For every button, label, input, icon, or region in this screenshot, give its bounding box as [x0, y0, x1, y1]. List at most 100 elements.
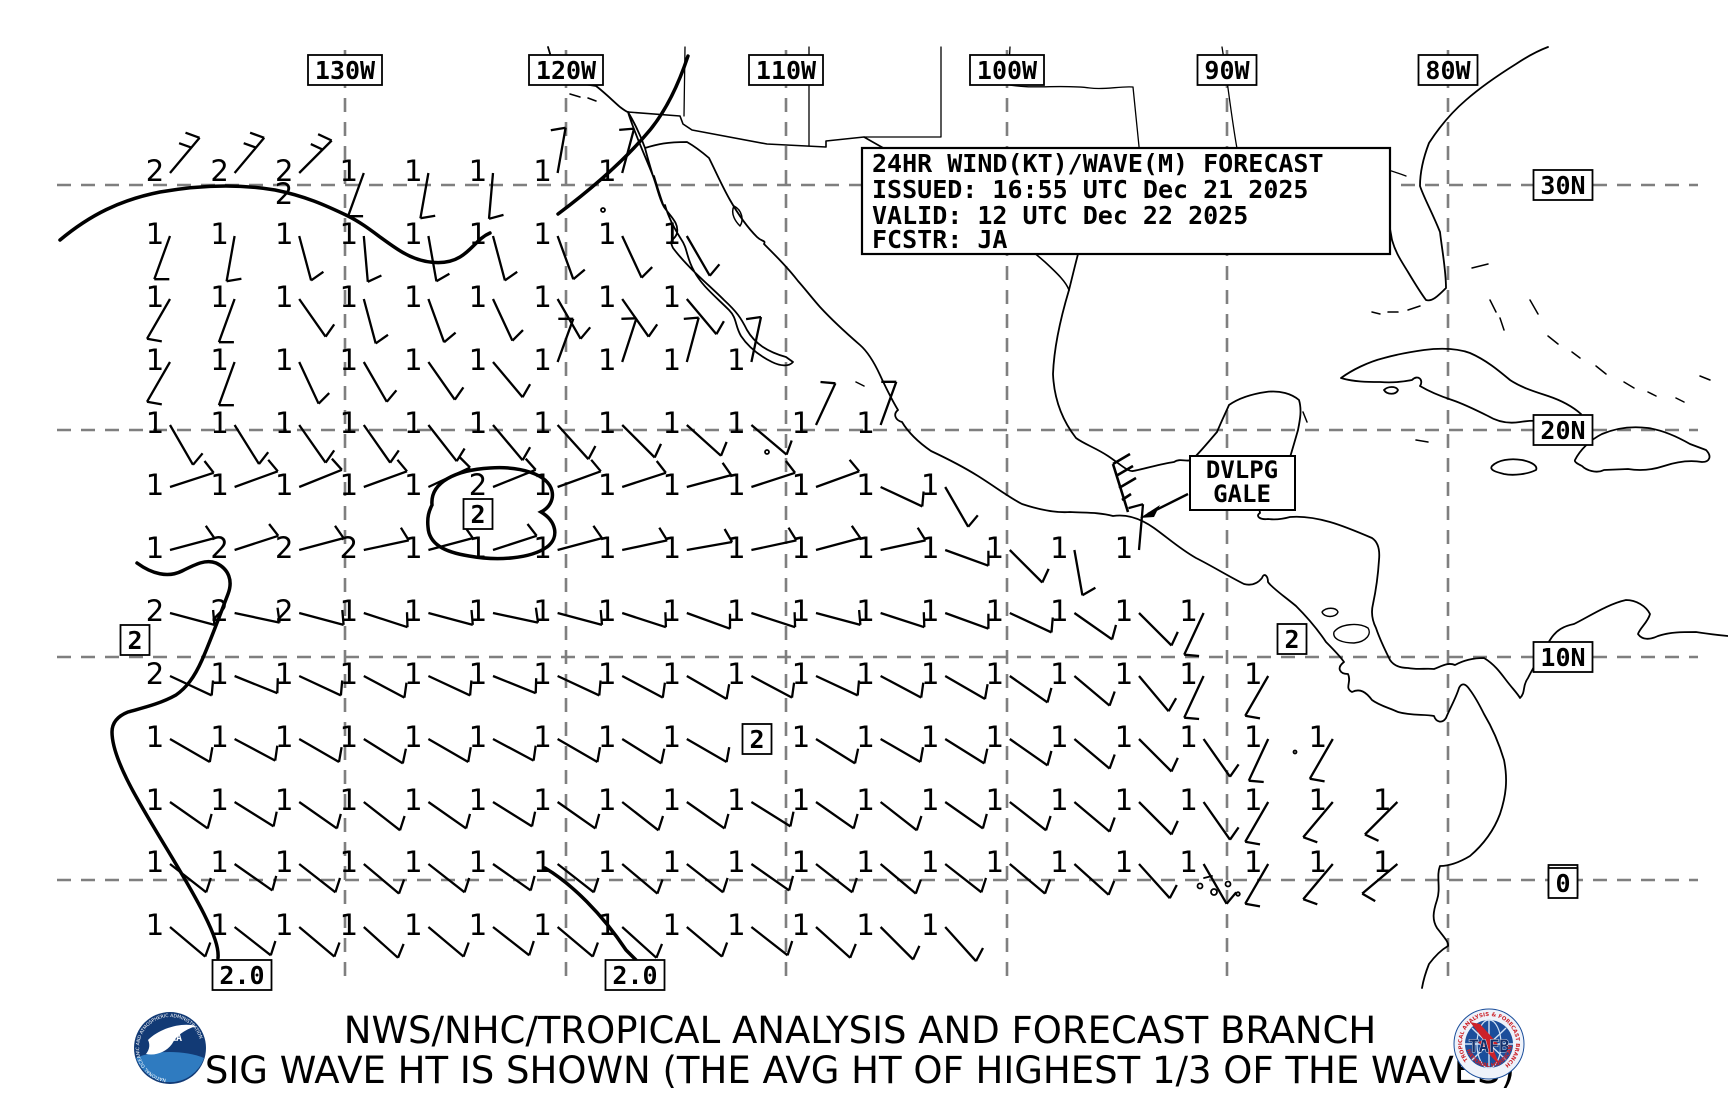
- station: 1: [921, 720, 989, 765]
- station: 1: [404, 657, 473, 697]
- wind-barb-icon: [1128, 503, 1145, 551]
- station: 1: [404, 845, 471, 894]
- wave-height-value: 1: [404, 594, 422, 628]
- station: 1: [210, 908, 277, 957]
- hispaniola: [1573, 426, 1711, 473]
- wind-barb-icon: [169, 609, 216, 627]
- wave-height-value: 1: [792, 657, 810, 691]
- station: 1: [404, 783, 472, 830]
- wind-barb-icon: [815, 609, 862, 627]
- station: 1: [404, 280, 457, 344]
- station: 1: [469, 594, 540, 628]
- wave-height-value: 1: [404, 154, 422, 188]
- wave-height-value: 1: [856, 594, 874, 628]
- wind-barb-icon: [750, 801, 795, 828]
- wind-barb-icon: [686, 863, 729, 894]
- station: 1: [921, 657, 989, 700]
- station: 1: [598, 527, 669, 565]
- wave-height-value: 1: [727, 343, 745, 377]
- wind-barb-icon: [169, 131, 201, 174]
- galapagos-islands: [1196, 875, 1241, 897]
- wind-barb-icon: [427, 424, 466, 462]
- wind-barb-icon: [363, 674, 408, 699]
- wave-height-value: 1: [856, 845, 874, 879]
- wave-height-value: 1: [1115, 657, 1133, 691]
- wind-barb-icon: [492, 801, 537, 828]
- contour-2m-south: [543, 866, 638, 962]
- station: 1: [986, 594, 1054, 634]
- lon-label-100W-frame: [969, 54, 1045, 86]
- lon-label-90W: 90W: [1196, 54, 1258, 86]
- boxed-value-3-text: 2: [1284, 625, 1299, 654]
- wave-height-value: 1: [856, 720, 874, 754]
- wind-barb-icon: [362, 424, 400, 464]
- wave-height-value: 1: [1050, 657, 1068, 691]
- wind-barb-icon: [298, 738, 343, 763]
- wind-barb-icon: [363, 926, 405, 959]
- grid-labels: 130W120W110W100W90W80W30N20N10N0222202.0…: [119, 54, 1594, 991]
- wave-height-value: 1: [1179, 783, 1197, 817]
- wave-height-value: 1: [921, 783, 939, 817]
- station: 1: [275, 908, 341, 958]
- lon-label-80W-frame: [1417, 54, 1479, 86]
- station: 1: [1244, 783, 1270, 846]
- station: 1: [404, 720, 472, 763]
- wind-barb-icon: [815, 926, 857, 959]
- wave-height-value: 1: [921, 845, 939, 879]
- wave-height-value: 1: [275, 720, 293, 754]
- wind-barb-icon: [492, 926, 535, 957]
- station: 1: [469, 845, 536, 892]
- station: 1: [727, 460, 797, 502]
- wave-height-value: 1: [146, 531, 164, 565]
- wind-barb-icon: [1244, 801, 1270, 846]
- station: 1: [469, 657, 538, 695]
- wave-height-value: 1: [404, 280, 422, 314]
- station: 1: [275, 783, 342, 830]
- station: 1: [598, 594, 668, 629]
- wave-height-value: 1: [598, 154, 616, 188]
- lat-label-20N-frame: [1532, 414, 1594, 446]
- lat-label-30N: 30N: [1532, 169, 1594, 201]
- station: 1: [663, 594, 732, 630]
- wind-barb-icon: [169, 863, 212, 894]
- wind-barb-icon: [621, 863, 664, 895]
- gale-label-line1: DVLPG: [1206, 456, 1278, 484]
- station: 1: [340, 343, 398, 403]
- station: 1: [598, 845, 664, 895]
- lat-label-30N-text: 30N: [1540, 171, 1585, 200]
- wave-height-value: 1: [404, 406, 422, 440]
- wind-barb-icon: [169, 525, 216, 552]
- boxed-value-4: 0: [1547, 867, 1579, 899]
- wind-barb-icon: [557, 609, 604, 627]
- wind-barb-icon: [879, 380, 898, 426]
- wind-barb-icon: [217, 361, 236, 407]
- wind-barb-icon: [750, 674, 796, 699]
- lon-label-90W-text: 90W: [1204, 56, 1250, 85]
- wave-height-value: 1: [598, 217, 616, 251]
- wind-barb-icon: [750, 926, 794, 957]
- station: 1: [146, 720, 214, 763]
- coast-mexico-pacific: [627, 111, 1507, 989]
- wave-height-value: 1: [856, 908, 874, 942]
- wind-barb-icon: [880, 738, 925, 763]
- contour-2m-north-rise: [556, 54, 690, 216]
- wave-height-value: 1: [921, 531, 939, 565]
- wind-barb-icon: [492, 424, 532, 461]
- station: 1: [275, 406, 336, 464]
- wind-barb-icon: [550, 126, 567, 174]
- station: 1: [340, 845, 406, 895]
- station: 1: [146, 460, 215, 502]
- station: 1: [663, 908, 729, 958]
- wave-height-value: 1: [598, 908, 616, 942]
- wind-barb-icon: [880, 527, 927, 552]
- wind-barb-icon: [686, 462, 733, 489]
- wave-height-value: 1: [533, 280, 551, 314]
- latlon-grid: [57, 50, 1698, 986]
- contour-2m-northwest: [58, 184, 492, 265]
- wind-barb-icon: [225, 235, 242, 283]
- boxed-value-3-frame: [1276, 623, 1308, 655]
- wave-height-value: 1: [533, 217, 551, 251]
- wave-height-value: 1: [275, 783, 293, 817]
- station: 2: [275, 133, 333, 188]
- lon-label-100W-text: 100W: [977, 56, 1038, 85]
